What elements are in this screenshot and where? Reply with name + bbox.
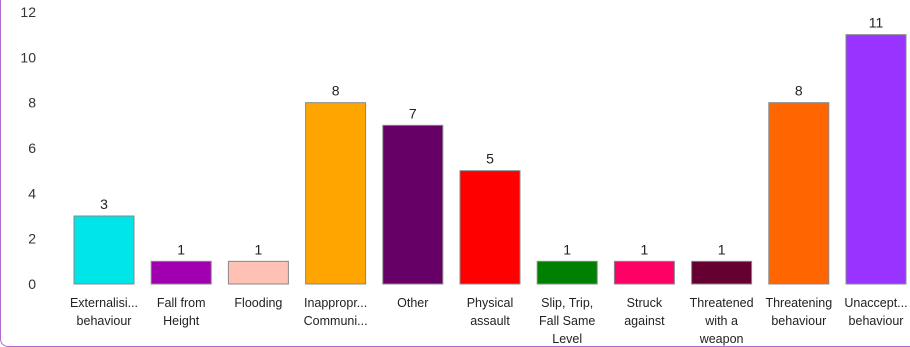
data-label: 11 xyxy=(869,15,884,31)
bar xyxy=(382,124,444,285)
x-tick-label: behaviour xyxy=(77,314,132,328)
x-tick-label: Other xyxy=(397,296,428,310)
y-tick-label: 10 xyxy=(20,49,36,65)
bar xyxy=(227,260,289,285)
x-tick-label: Threatened xyxy=(690,296,754,310)
x-tick-label: assault xyxy=(470,314,510,328)
data-label: 1 xyxy=(255,241,263,257)
data-label: 5 xyxy=(486,151,494,167)
y-axis: 0 2 4 6 8 10 12 xyxy=(20,4,36,292)
x-tick-label: Height xyxy=(163,314,200,328)
x-tick-label: Flooding xyxy=(234,296,282,310)
bar xyxy=(691,260,753,285)
x-axis: Externalisi... behaviour Fall from Height Fl… xyxy=(70,296,908,346)
bar xyxy=(459,170,521,285)
x-tick-label: Physical xyxy=(467,296,514,310)
data-label: 7 xyxy=(409,105,417,121)
bar xyxy=(305,102,367,285)
data-label: 3 xyxy=(100,196,108,212)
bar xyxy=(150,260,212,285)
x-tick-label: Fall Same xyxy=(539,314,595,328)
y-tick-label: 8 xyxy=(28,95,36,111)
data-label: 1 xyxy=(177,241,185,257)
data-label: 1 xyxy=(718,241,726,257)
data-label: 1 xyxy=(641,241,649,257)
y-tick-label: 4 xyxy=(28,185,36,201)
x-tick-label: with a xyxy=(704,314,738,328)
x-tick-label: Slip, Trip, xyxy=(541,296,593,310)
y-tick-label: 12 xyxy=(20,4,36,20)
y-tick-label: 0 xyxy=(28,276,36,292)
x-tick-label: Unaccept... xyxy=(844,296,907,310)
bar xyxy=(73,215,135,285)
x-tick-label: Inappropr... xyxy=(304,296,367,310)
bar xyxy=(536,260,598,285)
data-label: 1 xyxy=(563,241,571,257)
x-tick-label: Level xyxy=(552,332,582,346)
x-tick-label: behaviour xyxy=(771,314,826,328)
y-tick-label: 2 xyxy=(28,231,36,247)
data-label: 8 xyxy=(332,83,340,99)
x-tick-label: weapon xyxy=(699,332,744,346)
x-tick-label: Threatening xyxy=(765,296,832,310)
bar xyxy=(768,102,830,285)
x-tick-label: Externalisi... xyxy=(70,296,138,310)
x-tick-label: Struck xyxy=(627,296,663,310)
x-tick-label: behaviour xyxy=(849,314,904,328)
bar xyxy=(845,34,907,285)
bar xyxy=(613,260,675,285)
x-tick-label: Communi... xyxy=(304,314,368,328)
y-tick-label: 6 xyxy=(28,140,36,156)
x-tick-label: Fall from xyxy=(157,296,206,310)
data-label: 8 xyxy=(795,83,803,99)
x-tick-label: against xyxy=(624,314,665,328)
